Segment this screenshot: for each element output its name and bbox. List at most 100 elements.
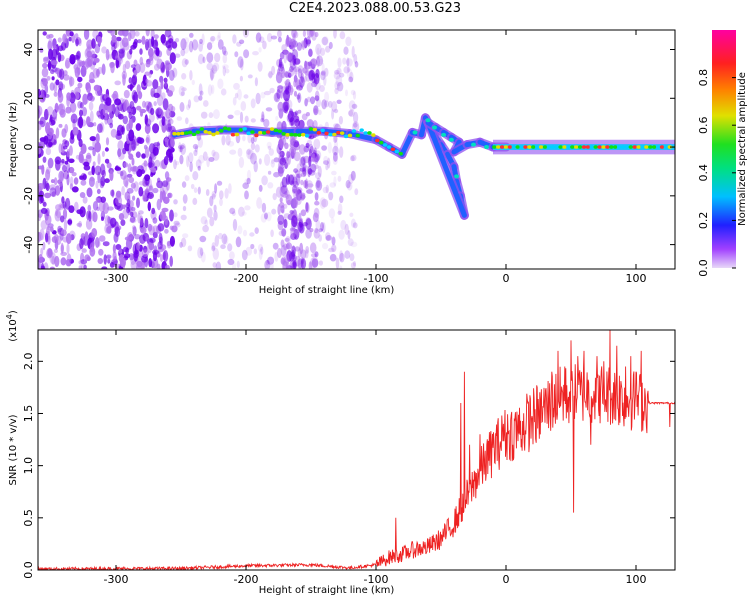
noise-speck <box>285 51 291 61</box>
noise-speck <box>351 103 358 109</box>
ridge-hot-spot <box>301 132 306 137</box>
ridge-hot-spot <box>367 131 372 135</box>
noise-speck <box>95 68 100 77</box>
noise-speck <box>202 151 208 161</box>
noise-speck <box>118 248 123 254</box>
noise-speck <box>310 253 317 258</box>
noise-speck <box>53 248 59 254</box>
noise-speck <box>330 217 335 224</box>
noise-speck <box>183 37 190 44</box>
noise-speck <box>165 108 172 119</box>
noise-speck <box>278 230 285 237</box>
noise-speck <box>305 202 309 212</box>
ridge-hot-spot <box>613 145 618 149</box>
noise-speck <box>62 164 67 173</box>
noise-speck <box>111 103 116 115</box>
noise-speck <box>66 174 70 186</box>
noise-speck <box>140 111 143 117</box>
noise-speck <box>343 46 349 55</box>
noise-speck <box>81 248 87 253</box>
noise-speck <box>68 166 75 174</box>
ridge-hot-spot <box>577 145 583 149</box>
noise-speck <box>238 156 245 169</box>
noise-speck <box>222 53 228 64</box>
noise-speck <box>312 212 319 223</box>
noise-speck <box>131 138 136 151</box>
noise-speck <box>301 41 306 50</box>
noise-speck <box>283 89 290 102</box>
noise-speck <box>139 62 146 73</box>
noise-speck <box>91 228 98 238</box>
ridge-hot-spot <box>640 145 645 149</box>
noise-speck <box>193 149 198 156</box>
noise-speck <box>232 261 237 269</box>
noise-speck <box>89 136 97 142</box>
noise-speck <box>129 48 133 55</box>
noise-speck <box>107 54 113 59</box>
noise-speck <box>152 217 158 224</box>
noise-speck <box>94 165 102 176</box>
noise-speck <box>50 179 55 184</box>
ridge-hot-spot <box>507 145 513 149</box>
noise-speck <box>153 92 160 99</box>
noise-speck <box>246 177 251 185</box>
noise-speck <box>287 88 295 93</box>
noise-speck <box>163 156 169 166</box>
noise-speck <box>337 175 342 182</box>
noise-speck <box>159 190 163 203</box>
noise-speck <box>246 169 252 181</box>
noise-speck <box>101 46 107 54</box>
noise-speck <box>149 184 154 195</box>
noise-speck <box>306 96 311 103</box>
noise-speck <box>95 180 99 189</box>
ridge-hot-spot <box>663 145 669 149</box>
noise-speck <box>42 156 47 163</box>
ridge-hot-spot <box>265 130 271 134</box>
noise-speck <box>277 36 282 43</box>
noise-speck <box>350 218 356 228</box>
ridge-hot-spot <box>659 145 665 149</box>
noise-speck <box>145 61 151 68</box>
noise-speck <box>224 188 229 199</box>
noise-speck <box>135 151 141 158</box>
noise-speck <box>260 246 264 255</box>
noise-speck <box>347 238 354 247</box>
ridge-hot-spot <box>593 145 598 149</box>
noise-speck <box>84 231 89 241</box>
noise-speck <box>76 58 81 71</box>
noise-speck <box>289 134 296 146</box>
noise-speck <box>191 39 199 51</box>
noise-speck <box>240 58 244 71</box>
noise-speck <box>160 79 164 90</box>
noise-speck <box>314 172 322 180</box>
noise-speck <box>117 148 122 158</box>
noise-speck <box>348 76 354 83</box>
noise-speck <box>175 161 180 166</box>
noise-speck <box>198 83 203 96</box>
noise-speck <box>180 91 185 97</box>
noise-speck <box>41 164 45 175</box>
noise-speck <box>49 187 57 197</box>
noise-speck <box>128 153 134 160</box>
noise-speck <box>42 201 47 207</box>
noise-speck <box>320 70 326 76</box>
noise-speck <box>77 101 83 109</box>
noise-speck <box>109 122 114 129</box>
noise-speck <box>295 77 300 90</box>
noise-speck <box>291 49 299 61</box>
ridge-hot-spot <box>386 145 392 149</box>
noise-speck <box>256 197 263 209</box>
noise-speck <box>214 183 218 194</box>
noise-speck <box>235 236 242 248</box>
noise-speck <box>315 179 320 188</box>
noise-speck <box>145 78 149 84</box>
noise-speck <box>38 183 45 191</box>
ridge-hot-spot <box>375 138 380 143</box>
snr-panel: -300 -200 -100 0 100 0.0 0.5 1.0 1.5 2.0 Height of… <box>5 310 676 596</box>
noise-speck <box>176 116 183 121</box>
noise-speck <box>289 146 297 156</box>
noise-speck <box>70 113 78 124</box>
noise-speck <box>212 109 220 120</box>
noise-speck <box>217 32 221 39</box>
noise-speck <box>284 191 288 195</box>
